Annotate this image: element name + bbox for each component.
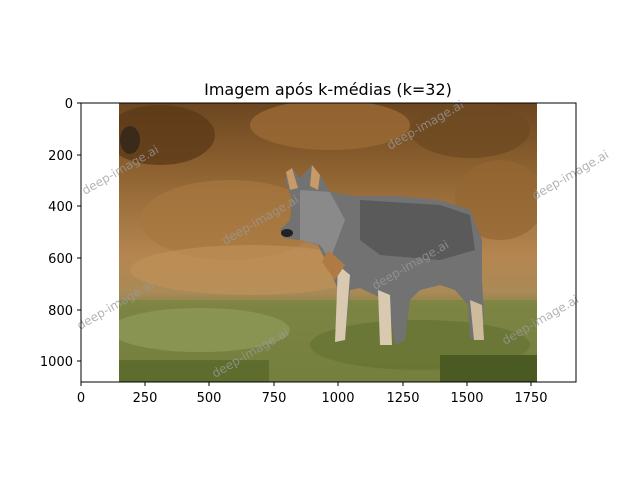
x-tick-label: 750 xyxy=(262,391,287,406)
x-tick-label: 1250 xyxy=(386,391,419,406)
axes-frame xyxy=(80,102,577,383)
x-tick-label: 1500 xyxy=(450,391,483,406)
wolf-photo xyxy=(119,103,537,382)
y-tick-label: 1000 xyxy=(40,355,73,370)
y-tick-label: 0 xyxy=(65,97,73,112)
x-tick-label: 0 xyxy=(77,391,85,406)
y-axis: 0 200 400 600 800 1000 xyxy=(40,97,81,370)
plot-title: Imagem após k-médias (k=32) xyxy=(204,80,452,99)
y-tick-label: 200 xyxy=(48,149,73,164)
x-axis: 0 250 500 750 1000 1250 1500 1750 xyxy=(77,382,548,406)
x-tick-label: 250 xyxy=(133,391,158,406)
y-tick-label: 600 xyxy=(48,252,73,267)
x-tick-label: 1000 xyxy=(321,391,354,406)
y-tick-label: 400 xyxy=(48,200,73,215)
y-tick-label: 800 xyxy=(48,304,73,319)
x-tick-label: 500 xyxy=(197,391,222,406)
x-tick-label: 1750 xyxy=(514,391,547,406)
